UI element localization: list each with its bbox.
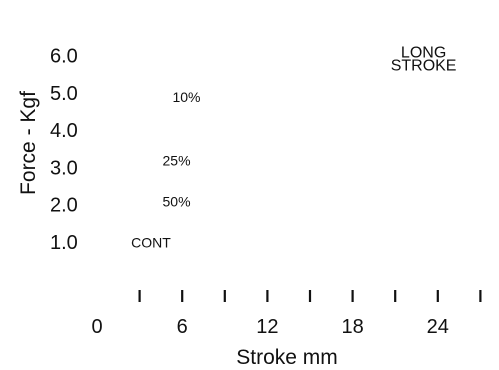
annotation-label: 10% <box>172 89 200 105</box>
y-axis-label: Force - Kgf <box>17 91 40 195</box>
y-tick-label: 2.0 <box>50 195 78 217</box>
annotation-label: CONT <box>131 235 171 251</box>
y-tick-label: 4.0 <box>50 120 78 142</box>
y-tick-label: 1.0 <box>50 232 78 254</box>
annotation-label: 50% <box>163 194 191 210</box>
x-tick-label: 6 <box>177 316 188 338</box>
x-tick-labels: 0 6 12 18 24 <box>91 316 448 338</box>
x-axis-label: Stroke mm <box>236 346 338 369</box>
annotation-label: STROKE <box>391 57 457 74</box>
x-tick-label: 12 <box>256 316 278 338</box>
x-tick-label: 0 <box>91 316 102 338</box>
y-tick-label: 5.0 <box>50 83 78 105</box>
x-tick-label: 18 <box>341 316 363 338</box>
annotation-label: LONG <box>401 44 446 61</box>
annotation-label: 25% <box>163 153 191 169</box>
x-tick-marks <box>138 290 482 302</box>
y-tick-labels: 1.0 2.0 3.0 4.0 5.0 6.0 <box>50 46 78 255</box>
y-tick-label: 6.0 <box>50 46 78 68</box>
x-tick-label: 24 <box>427 316 449 338</box>
y-tick-label: 3.0 <box>50 157 78 179</box>
